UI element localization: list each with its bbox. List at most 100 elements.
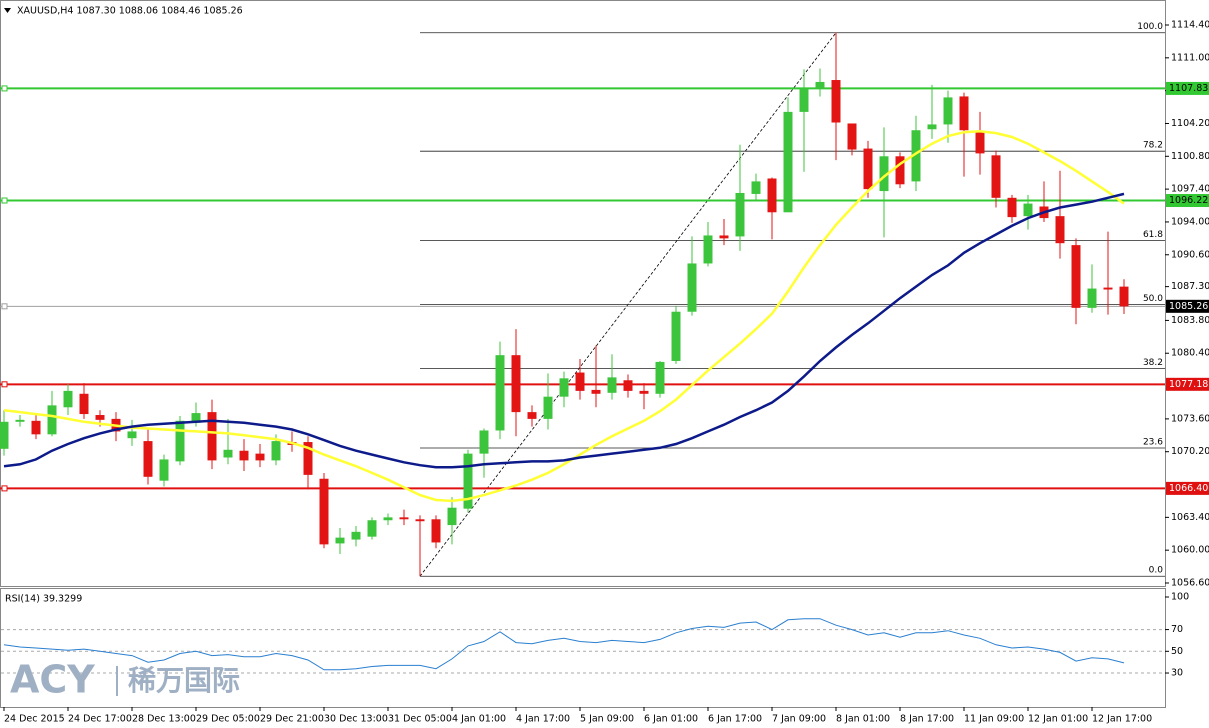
candle-body — [143, 441, 153, 477]
price-label: 1077.18 — [1169, 379, 1208, 390]
price-label: 1107.83 — [1169, 83, 1208, 94]
watermark-name: 稀万国际 — [128, 664, 240, 697]
candle-body — [799, 88, 809, 112]
x-tick-label: 12 Jan 01:00 — [1028, 714, 1088, 725]
rsi-line — [3, 618, 1125, 671]
price-label-box — [1166, 194, 1209, 208]
candle-body — [351, 531, 361, 540]
x-tick-label: 8 Jan 17:00 — [900, 714, 954, 725]
candle-body — [1007, 197, 1017, 218]
price-label: 1085.26 — [1169, 301, 1208, 312]
price-label-box — [1166, 299, 1209, 313]
candle-body — [607, 377, 617, 393]
fib-label: 100.0 — [1137, 22, 1163, 32]
candle-body — [767, 178, 777, 213]
candle-body — [735, 192, 745, 237]
candle-body — [239, 450, 249, 461]
candle-body — [207, 412, 217, 461]
fib-label: 0.0 — [1149, 566, 1164, 576]
candle-body — [159, 459, 169, 481]
candle-body — [911, 130, 921, 182]
price-label-box — [1166, 481, 1209, 495]
candle-body — [559, 378, 569, 397]
fib-label: 23.6 — [1143, 437, 1163, 447]
candle-body — [1087, 288, 1097, 308]
price-label-box — [1166, 81, 1209, 95]
y-tick-label: 1104.20 — [1171, 118, 1209, 129]
candle-body — [431, 519, 441, 543]
candle-body — [175, 420, 185, 462]
price-line-handle — [1, 485, 8, 492]
rsi-title: RSI(14) 39.3299 — [5, 594, 82, 605]
candle-body — [815, 81, 825, 89]
chart-title: XAUUSD,H4 1087.30 1088.06 1084.46 1085.2… — [17, 6, 243, 17]
y-tick-label: 1073.60 — [1171, 413, 1209, 424]
candle-body — [31, 420, 41, 435]
candle-body — [95, 415, 105, 420]
candle-body — [415, 519, 425, 522]
x-tick-label: 24 Dec 2015 — [4, 714, 65, 725]
candle-body — [1023, 203, 1033, 217]
candle-body — [527, 412, 537, 419]
moving-average — [3, 192, 1125, 469]
fib-label: 61.8 — [1143, 230, 1163, 240]
rsi-panel — [0, 588, 1166, 708]
y-tick-label: 1080.40 — [1171, 348, 1209, 359]
x-tick-label: 7 Jan 09:00 — [772, 714, 826, 725]
candle-body — [1055, 216, 1065, 244]
y-tick-label: 70 — [1171, 624, 1183, 635]
y-tick-label: 1111.00 — [1171, 52, 1209, 63]
candle-body — [127, 431, 137, 439]
x-tick-label: 29 Dec 05:00 — [196, 714, 260, 725]
candle-body — [511, 355, 521, 413]
candle-body — [591, 389, 601, 394]
menu-icon[interactable] — [4, 8, 11, 13]
candle-body — [271, 441, 281, 461]
candle-body — [303, 442, 313, 475]
y-tick-label: 30 — [1171, 668, 1183, 679]
y-tick-label: 100 — [1171, 592, 1189, 603]
fib-label: 50.0 — [1143, 294, 1163, 304]
x-tick-label: 31 Dec 05:00 — [388, 714, 452, 725]
candle-body — [79, 393, 89, 415]
candle-body — [959, 96, 969, 131]
moving-average — [3, 129, 1125, 503]
x-tick-label: 12 Jan 17:00 — [1092, 714, 1152, 725]
candle-body — [447, 507, 457, 526]
candle-body — [399, 517, 409, 520]
candle-body — [543, 396, 553, 419]
y-tick-label: 1056.60 — [1171, 578, 1209, 589]
y-tick-label: 50 — [1171, 646, 1183, 657]
price-label: 1096.22 — [1169, 195, 1208, 206]
price-line-handle — [1, 197, 8, 204]
y-tick-label: 1100.80 — [1171, 151, 1209, 162]
price-line-handle — [1, 303, 8, 310]
candle-body — [495, 355, 505, 431]
candle-body — [367, 520, 377, 537]
y-tick-label: 1090.60 — [1171, 249, 1209, 260]
x-tick-label: 28 Dec 13:00 — [132, 714, 196, 725]
candle-body — [671, 311, 681, 361]
candle-body — [687, 263, 697, 312]
y-tick-label: 1097.40 — [1171, 184, 1209, 195]
x-tick-label: 5 Jan 09:00 — [580, 714, 634, 725]
y-tick-label: 1094.00 — [1171, 216, 1209, 227]
x-tick-label: 30 Dec 13:00 — [324, 714, 388, 725]
candle-body — [63, 390, 73, 408]
candle-body — [1119, 286, 1129, 307]
x-tick-label: 4 Jan 17:00 — [516, 714, 570, 725]
candle-body — [15, 419, 25, 422]
fib-label: 78.2 — [1143, 141, 1163, 151]
candle-body — [335, 537, 345, 544]
candle-body — [847, 123, 857, 150]
candle-body — [479, 430, 489, 454]
y-tick-label: 1063.40 — [1171, 512, 1209, 523]
watermark-brand: ACY — [10, 658, 95, 702]
x-tick-label: 24 Dec 17:00 — [68, 714, 132, 725]
x-tick-label: 8 Jan 01:00 — [836, 714, 890, 725]
candle-body — [0, 421, 9, 449]
price-label-box — [1166, 377, 1209, 391]
x-tick-label: 6 Jan 01:00 — [644, 714, 698, 725]
x-tick-label: 4 Jan 01:00 — [452, 714, 506, 725]
